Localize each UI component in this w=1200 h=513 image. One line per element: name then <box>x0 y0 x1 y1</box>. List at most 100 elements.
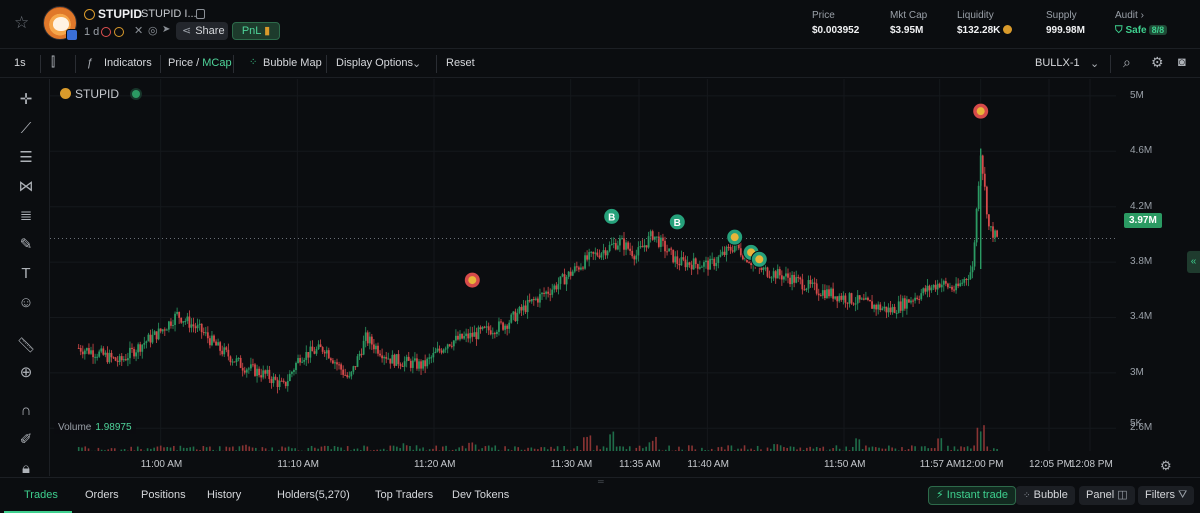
reset-button[interactable]: Reset <box>446 57 475 69</box>
volume-bar <box>799 447 802 451</box>
volume-bar <box>979 431 982 451</box>
candle-body <box>610 244 613 246</box>
fib-icon[interactable]: ≣ <box>19 207 33 224</box>
chart-settings-icon[interactable]: ⚙ <box>1160 458 1172 473</box>
y-axis[interactable]: 3.97M 5M 4.6M 4.2M 3.8M 3.4M 3M 2.6M 5K <box>1116 79 1186 476</box>
volume-bar <box>523 449 526 451</box>
tab-holders[interactable]: Holders(5,270) <box>277 489 350 501</box>
candle-body <box>235 358 238 363</box>
star-icon[interactable]: ☆ <box>14 13 30 32</box>
copy-icon[interactable] <box>196 9 205 19</box>
indicators-button[interactable]: Indicators <box>104 57 152 69</box>
indicators-icon[interactable]: ƒ <box>87 57 94 69</box>
bubble-map-button[interactable]: Bubble Map <box>263 57 322 69</box>
emoji-icon[interactable]: ☺ <box>18 294 34 311</box>
candle-body <box>260 375 263 378</box>
tab-trades[interactable]: Trades <box>24 489 58 501</box>
trendline-icon[interactable]: ⟋ <box>20 120 32 137</box>
candle-body <box>432 352 435 358</box>
volume-bar <box>612 431 615 451</box>
candle-body <box>664 240 666 252</box>
display-options-button[interactable]: Display Options <box>336 57 414 69</box>
candle-body <box>637 247 640 256</box>
share-button[interactable]: ⋖ Share <box>176 22 228 40</box>
candle-body <box>623 238 625 250</box>
x-icon[interactable]: ✕ <box>134 25 144 37</box>
volume-bar <box>422 447 424 451</box>
lock-draw-icon[interactable]: ✐ <box>19 431 33 448</box>
candle-body <box>858 295 861 300</box>
candle-body <box>209 338 211 346</box>
chart-source-select[interactable]: BULLX-1 <box>1035 57 1080 69</box>
tab-top-traders[interactable]: Top Traders <box>375 489 434 501</box>
magnet-icon[interactable]: ∩ <box>20 402 32 419</box>
candle-body <box>742 255 744 260</box>
volume-bar <box>287 446 290 451</box>
expand-panel-icon[interactable]: « <box>1187 251 1200 273</box>
candle-body <box>114 357 117 361</box>
panel-button[interactable]: Panel ◫ <box>1079 486 1135 505</box>
website-icon[interactable]: ◎ <box>148 25 158 37</box>
filter-icon: ⛛ <box>1178 489 1188 501</box>
text-icon[interactable]: T <box>21 265 31 282</box>
price-mcap-toggle[interactable]: Price / MCap <box>168 57 232 69</box>
filters-button[interactable]: Filters ⛛ <box>1138 486 1195 505</box>
volume-bar <box>251 447 254 451</box>
camera-icon[interactable]: ◙ <box>1178 54 1186 69</box>
search-icon[interactable]: ⌕ <box>1123 54 1131 70</box>
volume-bar <box>599 449 602 451</box>
brush-icon[interactable]: ✎ <box>19 236 33 253</box>
price-toggle[interactable]: Price <box>168 57 194 69</box>
telegram-icon[interactable]: ➤ <box>162 24 171 35</box>
resize-grip-icon[interactable]: ═ <box>598 477 604 486</box>
share-icon: ⋖ <box>182 25 192 37</box>
candle-body <box>649 231 652 237</box>
volume-bar <box>182 447 185 451</box>
volume-bar <box>186 447 188 451</box>
candle-body <box>422 360 424 369</box>
tab-dev-tokens[interactable]: Dev Tokens <box>452 489 510 501</box>
candle-type-icon[interactable]: ⫿ <box>51 54 56 69</box>
mcap-toggle[interactable]: MCap <box>202 57 232 69</box>
horizontal-lines-icon[interactable]: ☰ <box>19 149 33 166</box>
candle-body <box>994 230 996 238</box>
tab-positions[interactable]: Positions <box>141 489 186 501</box>
volume-bar <box>602 446 605 451</box>
tab-orders[interactable]: Orders <box>85 489 119 501</box>
bubble-button[interactable]: ⁘ Bubble <box>1016 486 1075 505</box>
volume-bar <box>628 446 631 451</box>
buy-marker-label: B <box>674 218 681 229</box>
volume-bar <box>550 446 552 451</box>
volume-bar <box>989 450 992 451</box>
volume-bar <box>432 448 434 451</box>
candle-body <box>223 347 226 355</box>
candle-body <box>727 246 730 248</box>
candle-body <box>873 304 875 309</box>
volume-bar <box>622 446 624 451</box>
volume-bar <box>760 449 762 451</box>
volume-bar <box>920 446 923 451</box>
candle-body <box>241 367 244 371</box>
tab-history[interactable]: History <box>207 489 242 501</box>
instant-trade-button[interactable]: ⚡︎ Instant trade <box>928 486 1016 505</box>
candle-body <box>299 358 301 363</box>
interval-button[interactable]: 1s <box>14 57 26 69</box>
volume-bar <box>232 446 234 451</box>
ruler-icon[interactable]: 📏︎ <box>16 337 36 354</box>
pattern-icon[interactable]: ⋈ <box>18 178 34 195</box>
candle-body <box>641 246 644 248</box>
candle-body <box>395 354 398 366</box>
crosshair-icon[interactable]: ✛ <box>19 91 33 108</box>
price-chart[interactable]: BB <box>50 79 1116 476</box>
gear-icon[interactable]: ⚙ <box>1151 54 1164 70</box>
candle-body <box>165 329 168 331</box>
volume-bar <box>337 446 339 451</box>
stat-audit[interactable]: Audit › ⛉ Safe 8/8 <box>1115 10 1168 36</box>
candle-body <box>141 344 144 352</box>
volume-bar <box>107 449 110 451</box>
pnl-button[interactable]: PnL ▮ <box>232 22 280 40</box>
lock-icon[interactable]: 🔒︎ <box>22 460 30 477</box>
candle-body <box>594 252 597 254</box>
candle-body <box>254 364 256 376</box>
zoom-icon[interactable]: ⊕ <box>19 364 33 381</box>
